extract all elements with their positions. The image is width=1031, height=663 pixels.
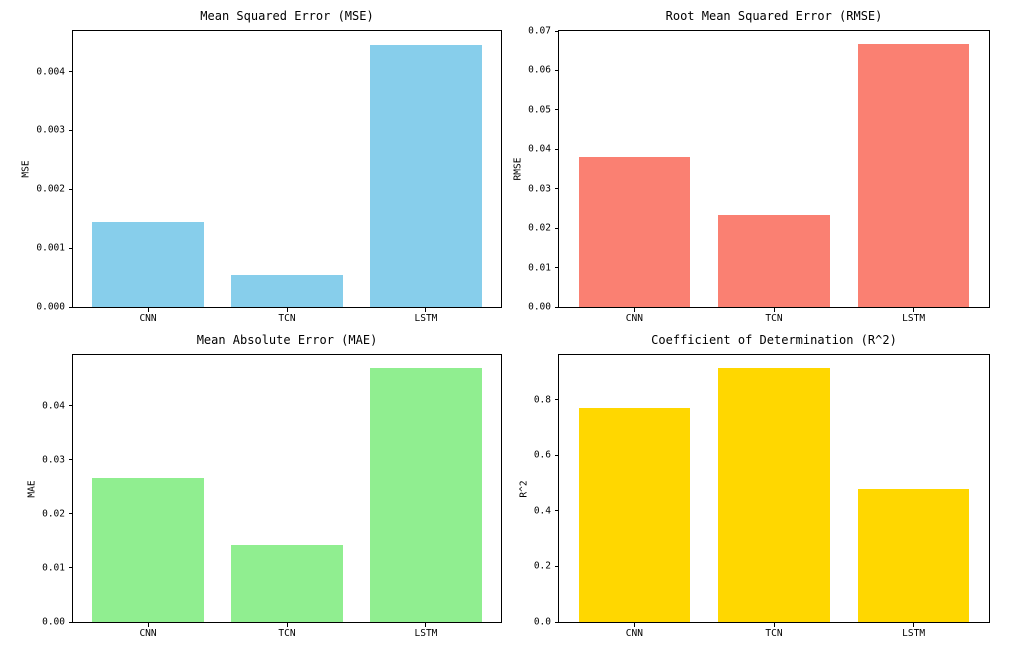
x-tick-label: LSTM [902, 628, 926, 639]
chart-title: Mean Squared Error (MSE) [200, 9, 374, 23]
x-tick-mark [425, 623, 427, 627]
plot-area: 0.000 0.001 0.002 0.003 0.004 CNN TCN LSTM [36, 30, 502, 324]
x-tick-label: CNN [139, 628, 157, 639]
y-tick-label: 0.002 [36, 183, 65, 195]
x-tick-label: CNN [139, 313, 157, 324]
x-tick-label: CNN [625, 628, 643, 639]
plot-area: 0.0 0.2 0.4 0.6 0.8 CNN TCN LSTM [534, 354, 990, 639]
x-tick-label: LSTM [414, 628, 438, 639]
y-tick-label: 0.01 [42, 562, 65, 574]
y-tick-label: 0.0 [533, 616, 551, 628]
y-tick-mark [68, 567, 72, 569]
bar-lstm [370, 367, 482, 622]
y-tick-label: 0.8 [533, 394, 551, 406]
x-tick-label: LSTM [902, 313, 926, 324]
y-tick-mark [554, 621, 558, 623]
y-axis-label: MSE [20, 160, 32, 178]
x-tick-mark [773, 308, 775, 312]
y-tick-mark [554, 148, 558, 150]
x-tick-label: TCN [765, 313, 783, 324]
y-tick-label: 0.05 [528, 104, 551, 116]
bar-lstm [857, 44, 970, 307]
bar-tcn [231, 544, 343, 622]
y-tick-mark [554, 454, 558, 456]
y-tick-label: 0.2 [533, 560, 551, 572]
bar-lstm [857, 489, 970, 622]
bar-lstm [370, 44, 482, 307]
y-tick-mark [68, 247, 72, 249]
x-tick-mark [633, 308, 635, 312]
y-axis-label: R^2 [518, 479, 530, 498]
y-tick-mark [554, 267, 558, 269]
y-tick-mark [68, 621, 72, 623]
x-tick-mark [147, 308, 149, 312]
y-tick-mark [68, 71, 72, 73]
y-tick-label: 0.02 [528, 222, 551, 234]
y-tick-mark [554, 510, 558, 512]
y-tick-mark [554, 188, 558, 190]
y-axis-label: RMSE [512, 157, 524, 181]
y-tick-label: 0.01 [528, 262, 551, 274]
y-tick-mark [554, 69, 558, 71]
x-tick-mark [286, 623, 288, 627]
y-tick-label: 0.00 [42, 616, 65, 628]
y-tick-mark [554, 399, 558, 401]
y-tick-label: 0.03 [528, 183, 551, 195]
bar-tcn [231, 274, 343, 307]
bar-tcn [718, 214, 830, 307]
x-tick-label: TCN [765, 628, 783, 639]
x-tick-label: TCN [278, 313, 296, 324]
x-tick-label: CNN [625, 313, 643, 324]
y-tick-label: 0.004 [36, 66, 65, 78]
subplot-mae: Mean Absolute Error (MAE) MAE 0.00 0.01 0.… [27, 334, 502, 639]
y-tick-mark [68, 513, 72, 515]
chart-title: Coefficient of Determination (R^2) [651, 333, 897, 347]
y-tick-mark [68, 405, 72, 407]
x-tick-mark [286, 308, 288, 312]
y-tick-mark [554, 227, 558, 229]
subplot-rmse: Root Mean Squared Error (RMSE) RMSE 0.00… [513, 10, 990, 324]
y-tick-mark [68, 459, 72, 461]
bar-cnn [92, 478, 204, 622]
x-tick-label: LSTM [414, 313, 438, 324]
y-tick-label: 0.003 [36, 124, 65, 136]
y-tick-label: 0.001 [36, 242, 65, 254]
x-tick-mark [425, 308, 427, 312]
y-tick-mark [554, 565, 558, 567]
x-tick-mark [633, 623, 635, 627]
x-tick-mark [913, 308, 915, 312]
chart-title: Root Mean Squared Error (RMSE) [665, 9, 883, 23]
y-tick-mark [68, 188, 72, 190]
y-tick-label: 0.6 [533, 449, 551, 461]
x-tick-mark [147, 623, 149, 627]
bar-cnn [92, 221, 204, 307]
subplot-mse: Mean Squared Error (MSE) MSE 0.000 0.001 0… [21, 10, 502, 324]
y-tick-mark [554, 109, 558, 111]
y-tick-mark [68, 306, 72, 308]
y-tick-label: 0.04 [42, 400, 65, 412]
y-axis-label: MAE [26, 479, 38, 498]
plot-area: 0.00 0.01 0.02 0.03 0.04 CNN TCN LSTM [42, 354, 502, 639]
plot-area: 0.00 0.01 0.02 0.03 0.04 0.05 0.06 0.07 CNN TCN LS… [528, 26, 990, 324]
y-tick-mark [554, 306, 558, 308]
subplot-r2: Coefficient of Determination (R^2) R^2 0… [518, 334, 990, 639]
y-tick-label: 0.4 [533, 505, 551, 517]
y-tick-label: 0.02 [42, 508, 65, 520]
y-tick-label: 0.00 [528, 301, 551, 313]
y-tick-mark [68, 129, 72, 131]
bar-cnn [578, 157, 691, 307]
x-tick-mark [773, 623, 775, 627]
y-tick-label: 0.07 [528, 25, 551, 37]
y-tick-label: 0.03 [42, 454, 65, 466]
y-tick-mark [554, 30, 558, 32]
y-tick-label: 0.000 [36, 301, 65, 313]
y-tick-label: 0.06 [528, 64, 551, 76]
chart-title: Mean Absolute Error (MAE) [196, 333, 378, 347]
x-tick-mark [913, 623, 915, 627]
bar-tcn [718, 367, 830, 622]
x-tick-label: TCN [278, 628, 296, 639]
y-tick-label: 0.04 [528, 143, 551, 155]
bar-cnn [578, 408, 691, 622]
